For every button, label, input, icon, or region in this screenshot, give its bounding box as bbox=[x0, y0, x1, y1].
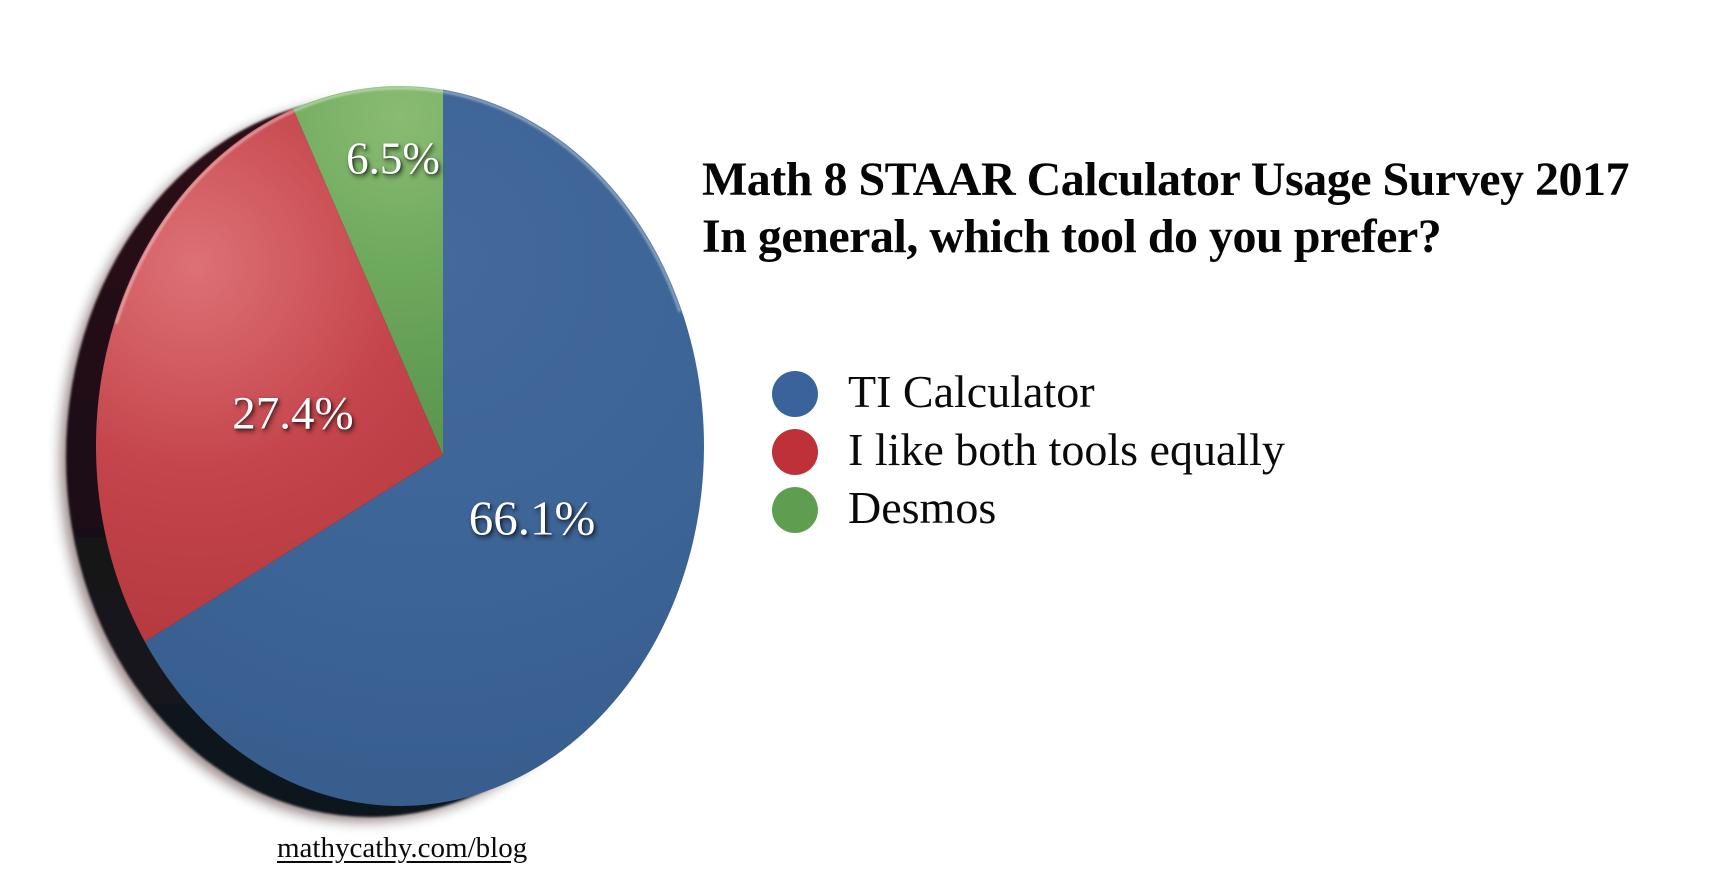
chart-title: Math 8 STAAR Calculator Usage Survey 201… bbox=[702, 151, 1630, 265]
chart-title-line1: Math 8 STAAR Calculator Usage Survey 201… bbox=[702, 153, 1630, 206]
legend-item-label: Desmos bbox=[848, 482, 997, 533]
slice-value-label-ti-calculator: 66.1% bbox=[468, 490, 596, 546]
legend-item-desmos: Desmos bbox=[772, 482, 1285, 533]
pie-sheen-highlight bbox=[115, 86, 682, 324]
legend-dot-icon bbox=[772, 429, 818, 475]
legend-item-ti-calculator: TI Calculator bbox=[772, 366, 1285, 417]
slice-value-label-desmos: 6.5% bbox=[346, 133, 440, 184]
pie-slice-desmos bbox=[293, 85, 443, 455]
slice-value-label-both-tools: 27.4% bbox=[232, 387, 354, 440]
pie-slice-ti-calculator bbox=[144, 89, 705, 806]
legend-item-label: I like both tools equally bbox=[848, 424, 1285, 475]
chart-title-line2: In general, which tool do you prefer? bbox=[702, 210, 1442, 263]
pie-slice-both-tools-equally bbox=[95, 108, 443, 642]
legend-item-label: TI Calculator bbox=[848, 366, 1095, 417]
legend-dot-icon bbox=[772, 487, 818, 533]
legend: TI Calculator I like both tools equally … bbox=[772, 366, 1285, 533]
legend-dot-icon bbox=[772, 371, 818, 417]
source-link[interactable]: mathycathy.com/blog bbox=[277, 832, 528, 864]
legend-item-both-tools: I like both tools equally bbox=[772, 424, 1285, 475]
